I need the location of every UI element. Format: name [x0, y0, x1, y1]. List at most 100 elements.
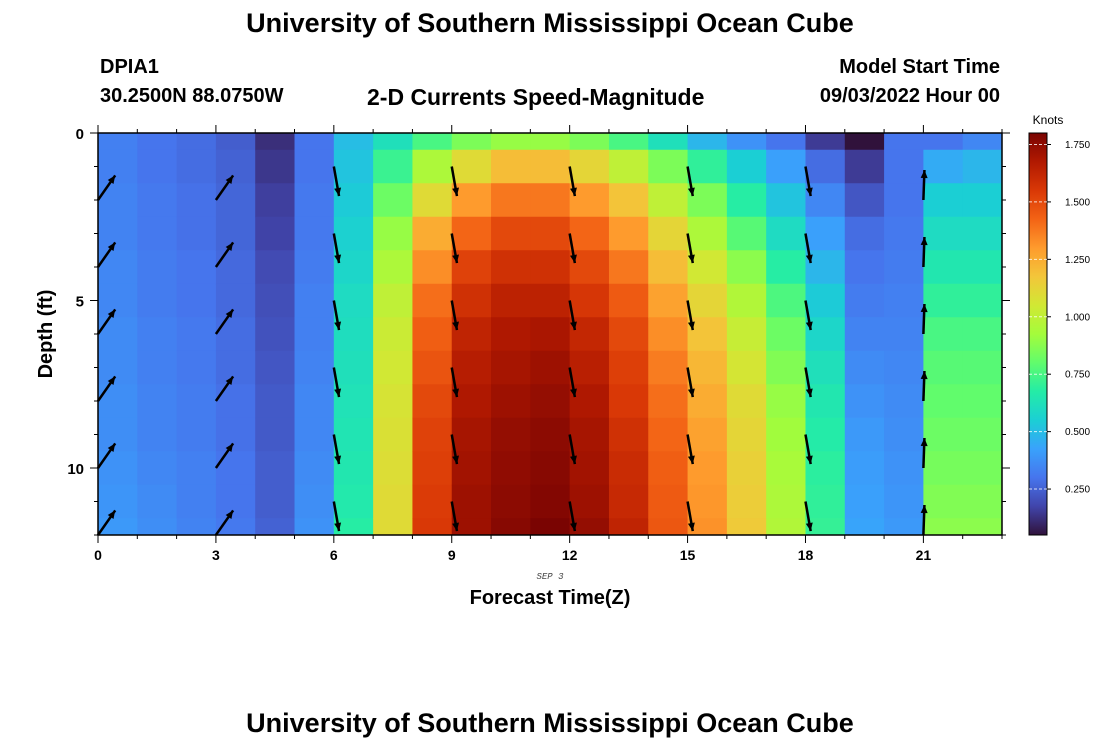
y-tick-label: 10: [67, 461, 84, 478]
heatmap-cell: [726, 317, 767, 352]
heatmap-cell: [294, 350, 335, 385]
heatmap-cell: [884, 216, 924, 251]
heatmap-cell: [137, 350, 178, 385]
heatmap-cell: [766, 451, 806, 486]
heatmap-cell: [255, 384, 296, 419]
heatmap-cell: [608, 149, 649, 184]
heatmap-cell: [569, 216, 610, 251]
heatmap-cell: [176, 216, 217, 251]
x-tick-label: 3: [212, 547, 220, 563]
heatmap-cell: [530, 250, 571, 285]
current-arrow: [332, 233, 342, 264]
heatmap-cell: [98, 250, 138, 285]
current-arrow: [804, 233, 813, 264]
heatmap-cell: [373, 451, 413, 486]
heatmap-cell: [255, 484, 296, 519]
heatmap-cell: [648, 518, 689, 536]
heatmap-cell: [137, 133, 178, 151]
heatmap-cell: [884, 317, 924, 352]
heatmap-cell: [412, 149, 453, 184]
current-arrow: [214, 308, 235, 335]
heatmap-cell: [962, 484, 1003, 519]
heatmap-cell: [766, 183, 806, 218]
heatmap-cell: [373, 250, 413, 285]
heatmap-cell: [215, 183, 256, 218]
heatmap-cell: [176, 518, 217, 536]
current-arrow: [214, 241, 235, 268]
heatmap-cell: [255, 216, 296, 251]
colorbar-tick-label: 1.000: [1065, 312, 1090, 323]
heatmap-cell: [294, 250, 335, 285]
heatmap-cell: [569, 484, 610, 519]
current-arrow: [804, 300, 813, 331]
model-start-label: Model Start Time: [839, 56, 1000, 78]
heatmap-cell: [373, 149, 413, 184]
heatmap-cell: [333, 518, 374, 536]
heatmap-cell: [923, 350, 964, 385]
heatmap-cell: [648, 133, 689, 151]
heatmap-cell: [176, 317, 217, 352]
colorbar-tick-label: 1.250: [1065, 255, 1090, 266]
heatmap-cell: [255, 250, 296, 285]
x-tick-label: 15: [680, 547, 696, 563]
heatmap-cell: [137, 384, 178, 419]
heatmap-cell: [608, 350, 649, 385]
heatmap-cell: [844, 283, 885, 318]
heatmap-cell: [412, 350, 453, 385]
heatmap-cell: [333, 149, 374, 184]
heatmap-cell: [451, 149, 492, 184]
heatmap-cell: [215, 250, 256, 285]
colorbar-tick-label: 0.250: [1065, 485, 1090, 496]
heatmap-cell: [608, 216, 649, 251]
heatmap-cell: [844, 250, 885, 285]
x-axis-label: Forecast Time(Z): [470, 587, 631, 609]
heatmap-cell: [137, 216, 178, 251]
current-arrow: [686, 367, 695, 398]
heatmap-cell: [608, 518, 649, 536]
current-arrow: [920, 236, 928, 268]
heatmap-cell: [98, 183, 138, 218]
current-arrow: [568, 166, 577, 197]
heatmap-cell: [648, 350, 689, 385]
heatmap-cell: [962, 133, 1003, 151]
heatmap-cell: [569, 133, 610, 151]
current-arrow: [920, 370, 928, 402]
heatmap-cell: [373, 317, 413, 352]
heatmap-cell: [608, 250, 649, 285]
heatmap-cell: [648, 384, 689, 419]
heatmap-cell: [137, 484, 178, 519]
heatmap-cell: [491, 283, 531, 318]
heatmap-cell: [412, 250, 453, 285]
heatmap-cell: [844, 216, 885, 251]
heatmap-cell: [176, 149, 217, 184]
heatmap-cell: [137, 183, 178, 218]
heatmap-cell: [294, 183, 335, 218]
heatmap-cell: [569, 149, 610, 184]
heatmap-cell: [608, 183, 649, 218]
colorbar: [1028, 132, 1048, 536]
heatmap-cell: [137, 518, 178, 536]
current-arrow: [686, 166, 695, 197]
heatmap-cell: [491, 250, 531, 285]
heatmap-cell: [373, 216, 413, 251]
heatmap-cell: [608, 417, 649, 452]
heatmap-cell: [98, 317, 138, 352]
heatmap-cell: [98, 216, 138, 251]
heatmap-cell: [176, 417, 217, 452]
heatmap-cell: [844, 350, 885, 385]
heatmap-cell: [805, 518, 846, 536]
heatmap-cell: [294, 216, 335, 251]
heatmap-cell: [766, 350, 806, 385]
heatmap-cell: [373, 484, 413, 519]
heatmap-cell: [687, 350, 728, 385]
heatmap-cell: [412, 317, 453, 352]
heatmap-cell: [923, 149, 964, 184]
heatmap-cell: [726, 183, 767, 218]
heatmap-cell: [962, 317, 1003, 352]
heatmap-cell: [333, 350, 374, 385]
heatmap-cell: [451, 518, 492, 536]
heatmap-cell: [805, 149, 846, 184]
heatmap-cell: [923, 216, 964, 251]
heatmap-cell: [137, 250, 178, 285]
